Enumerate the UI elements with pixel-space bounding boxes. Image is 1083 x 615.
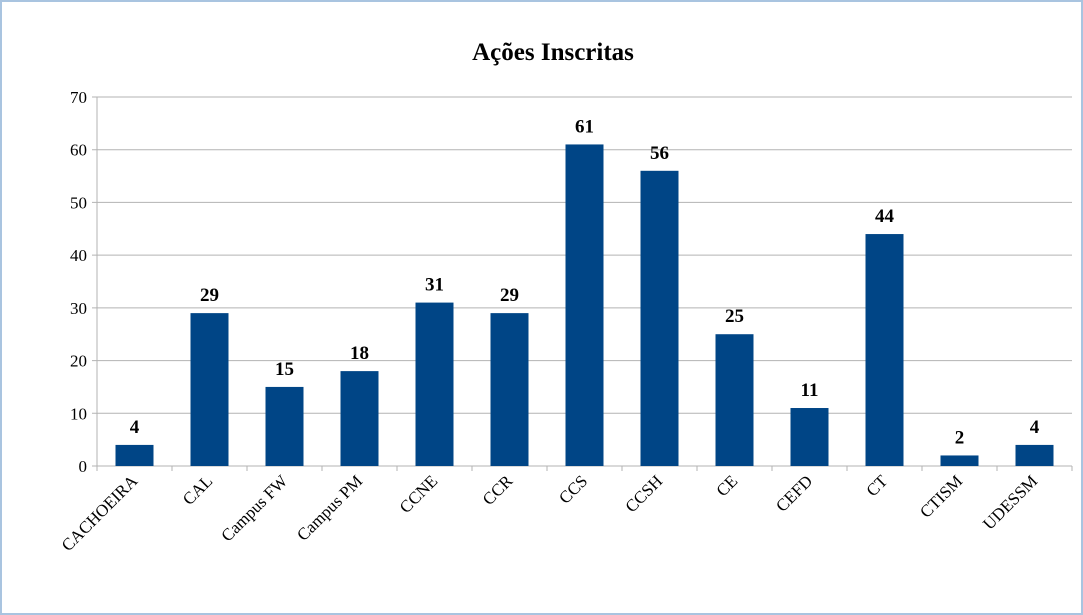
value-label: 29 <box>200 285 219 306</box>
y-tick-label: 50 <box>70 193 87 212</box>
bar <box>265 386 304 466</box>
value-label: 56 <box>650 143 669 164</box>
y-tick-label: 70 <box>70 88 87 107</box>
y-tick-label: 10 <box>70 404 87 423</box>
bar <box>115 444 154 466</box>
value-label: 4 <box>130 417 140 438</box>
value-label: 2 <box>955 427 965 448</box>
value-label: 15 <box>275 359 294 380</box>
bar <box>790 408 829 466</box>
y-tick-label: 0 <box>79 457 88 476</box>
bar <box>190 313 229 466</box>
y-tick-label: 30 <box>70 299 87 318</box>
value-label: 44 <box>875 206 895 227</box>
bar <box>565 144 604 466</box>
bar <box>1015 444 1054 466</box>
value-label: 61 <box>575 116 594 137</box>
bar <box>490 313 529 466</box>
value-label: 4 <box>1030 417 1040 438</box>
y-tick-label: 60 <box>70 141 87 160</box>
bar <box>940 455 979 466</box>
chart-title: Ações Inscritas <box>472 39 634 66</box>
value-label: 29 <box>500 285 519 306</box>
bar <box>715 334 754 466</box>
bar <box>340 371 379 466</box>
y-tick-label: 40 <box>70 246 87 265</box>
y-tick-label: 20 <box>70 352 87 371</box>
value-label: 11 <box>801 380 819 401</box>
value-label: 25 <box>725 306 744 327</box>
bar <box>640 170 679 467</box>
bar <box>865 234 904 466</box>
value-label: 18 <box>350 343 369 364</box>
value-label: 31 <box>425 275 444 296</box>
bar <box>415 302 454 466</box>
